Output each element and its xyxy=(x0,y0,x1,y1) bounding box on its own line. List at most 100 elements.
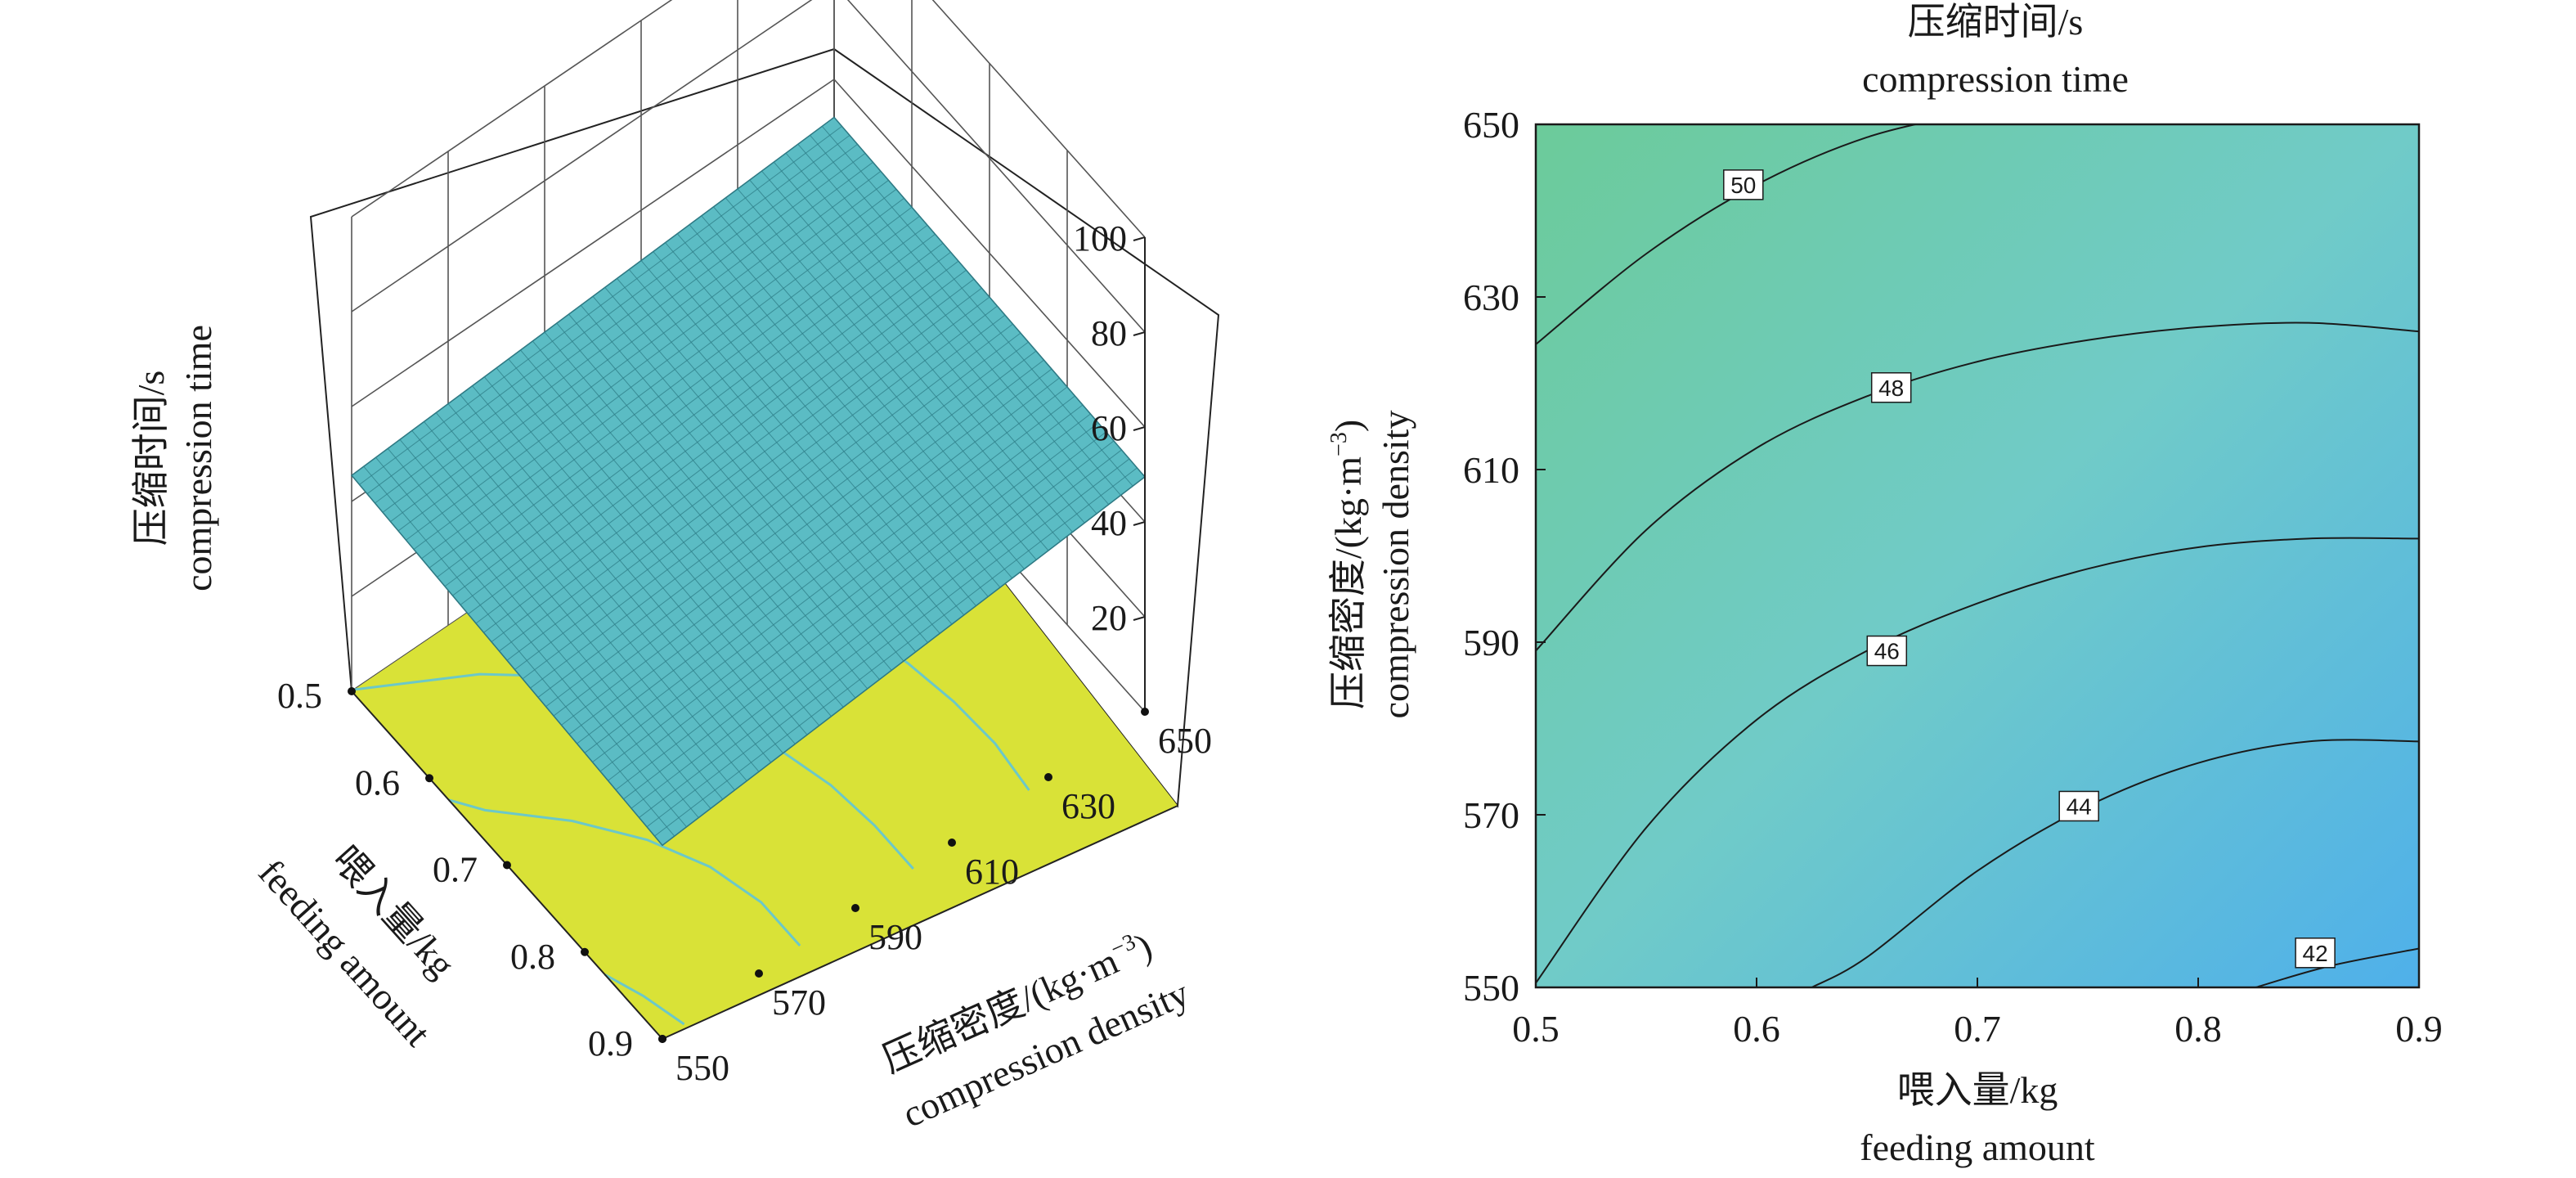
z-tick-label: 40 xyxy=(1091,503,1127,543)
contour-y-tick-label: 570 xyxy=(1463,794,1519,836)
wall-grid-line xyxy=(351,78,1146,428)
x-tick-label: 0.5 xyxy=(277,676,322,716)
surface-mesh-line xyxy=(785,152,1097,515)
surface-mesh-line xyxy=(749,179,1061,542)
contour-line-48 xyxy=(1536,321,2419,652)
contour-label-box xyxy=(1866,635,1908,667)
contour-title-en: compression time xyxy=(1862,58,2129,100)
contour-label-box xyxy=(2058,790,2099,822)
contour-x-axis: 0.5 0.6 0.7 0.8 0.9 xyxy=(1512,978,2443,1050)
surface-mesh-line xyxy=(580,304,892,671)
contour-label-box xyxy=(1870,372,1912,403)
surface-mesh-line xyxy=(435,412,747,781)
response-surface xyxy=(350,116,1147,847)
contour-label-box xyxy=(1723,169,1764,200)
floor-edge-y xyxy=(662,805,1178,1040)
z-tick xyxy=(1133,426,1146,431)
z-tick-label: 20 xyxy=(1091,598,1127,638)
contour-x-tick-label: 0.7 xyxy=(1954,1008,2001,1050)
surface-mesh-line xyxy=(447,403,760,772)
contour-title-zh: 压缩时间/s xyxy=(1908,1,2084,43)
surface-mesh-line xyxy=(387,447,699,818)
surface-mesh-line xyxy=(676,233,989,597)
surface-plot: 20 40 60 80 100 0.5 0.6 0.7 0.8 0.9 550 570 590 610… xyxy=(130,0,1220,1135)
contour-y-tick-label: 650 xyxy=(1463,104,1519,146)
surface-mesh-line xyxy=(653,251,965,616)
y-tick-label: 610 xyxy=(965,852,1019,892)
z-tick xyxy=(1133,616,1146,621)
y-tick-label: 570 xyxy=(772,982,826,1023)
surface-mesh-line xyxy=(713,206,1025,569)
x-axis: 0.5 0.6 0.7 0.8 0.9 xyxy=(277,676,666,1063)
surface-mesh-line xyxy=(797,143,1110,506)
z-tick-label: 100 xyxy=(1073,218,1127,259)
contour-x-tick-label: 0.9 xyxy=(2395,1008,2443,1050)
surface-mesh-line xyxy=(544,331,856,699)
contour-y-title-zh: 压缩密度/(kg·m−3) xyxy=(1326,420,1369,709)
surface-mesh-line xyxy=(701,215,1013,579)
surface-mesh-line xyxy=(604,286,917,653)
surface-mesh-line xyxy=(411,430,724,800)
surface-mesh-line xyxy=(532,340,844,708)
surface-mesh-line xyxy=(821,126,1133,487)
y-tick-label: 650 xyxy=(1158,721,1212,761)
contour-y-axis: 550 570 590 610 630 650 xyxy=(1463,104,1546,1009)
y-tick xyxy=(948,839,956,847)
x-tick-label: 0.8 xyxy=(510,937,555,977)
surface-mesh-line xyxy=(483,376,796,744)
z-axis-title-en: compression time xyxy=(177,325,219,591)
y-tick xyxy=(658,1035,666,1043)
x-tick-label: 0.7 xyxy=(433,850,478,890)
wall-grid-line xyxy=(351,0,1146,238)
z-tick-label: 60 xyxy=(1091,408,1127,448)
surface-mesh-line xyxy=(810,134,1121,496)
surface-mesh-line xyxy=(640,260,953,625)
surface-mesh-line xyxy=(424,421,735,791)
surface-mesh-line xyxy=(508,358,820,726)
surface-mesh-line xyxy=(773,161,1085,524)
z-axis-title-zh: 压缩时间/s xyxy=(130,371,172,546)
x-tick-label: 0.6 xyxy=(355,762,400,803)
surface-mesh-line xyxy=(665,242,976,606)
surface-mesh-line xyxy=(520,349,832,717)
surface-mesh-line xyxy=(351,474,663,846)
contour-label-50: 50 xyxy=(1730,173,1756,198)
y-tick xyxy=(851,904,859,912)
surface-mesh-line xyxy=(737,188,1049,551)
surface-mesh-line xyxy=(460,394,772,763)
surface-mesh-line xyxy=(761,170,1073,533)
contour-y-tick-label: 550 xyxy=(1463,967,1519,1009)
floor-contour-line xyxy=(448,798,801,946)
contour-label-box xyxy=(2295,937,2336,969)
contour-y-title-zh-main: 压缩密度/(kg·m xyxy=(1327,456,1369,709)
x-tick xyxy=(503,861,511,870)
contour-fill xyxy=(1536,124,2419,987)
contour-y-tick-label: 630 xyxy=(1463,277,1519,318)
z-tick xyxy=(1133,236,1146,241)
z-tick-label: 80 xyxy=(1091,313,1127,353)
y-tick-label: 590 xyxy=(868,917,922,957)
y-axis: 550 570 590 610 630 650 xyxy=(658,708,1212,1088)
surface-mesh-line xyxy=(689,224,1001,588)
contour-x-tick-label: 0.6 xyxy=(1733,1008,1780,1050)
z-tick xyxy=(1133,521,1146,526)
contour-label-46: 46 xyxy=(1874,639,1900,664)
x-tick xyxy=(581,947,589,956)
surface-mesh-line xyxy=(472,385,783,754)
y-tick-label: 630 xyxy=(1061,786,1115,826)
contour-y-tick-label: 610 xyxy=(1463,449,1519,491)
surface-mesh-line xyxy=(496,367,808,735)
contour-line-46 xyxy=(1536,537,2419,984)
surface-mesh-line xyxy=(628,269,940,634)
floor-contour-line xyxy=(604,973,685,1026)
surface-mesh-line xyxy=(399,439,711,809)
contour-label-44: 44 xyxy=(2067,794,2092,819)
x-tick xyxy=(348,687,356,695)
contour-label-42: 42 xyxy=(2303,941,2328,966)
z-axis: 20 40 60 80 100 xyxy=(1073,218,1146,712)
x-tick xyxy=(425,774,433,783)
x-tick-label: 0.9 xyxy=(588,1023,633,1063)
contour-y-tick-label: 590 xyxy=(1463,622,1519,663)
contour-x-title-en: feeding amount xyxy=(1860,1126,2095,1168)
